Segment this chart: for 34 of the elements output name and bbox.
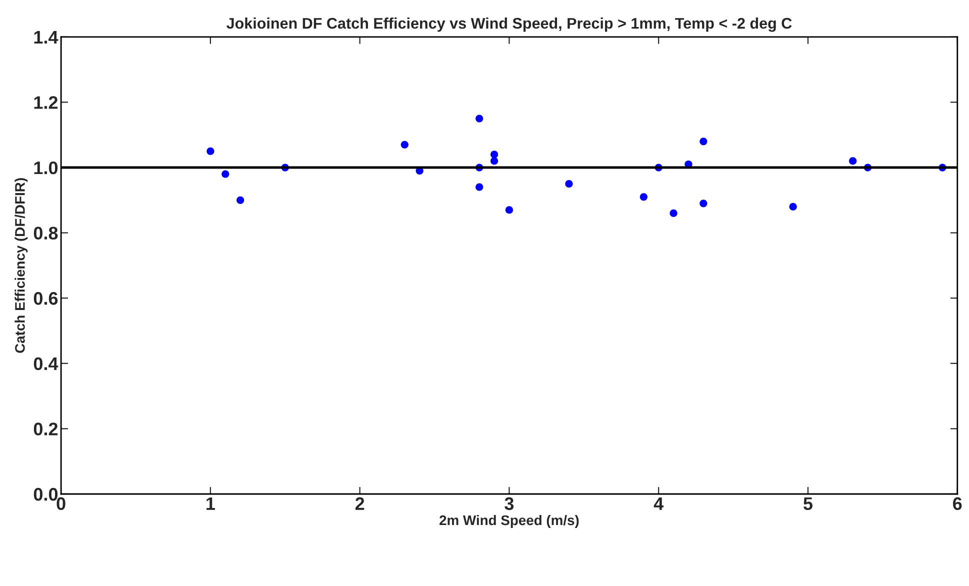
x-tick-label: 6 bbox=[953, 497, 962, 510]
x-axis-title: 2m Wind Speed (m/s) bbox=[440, 514, 579, 528]
point bbox=[849, 157, 857, 165]
point bbox=[490, 150, 498, 158]
y-tick-label: 0.0 bbox=[34, 488, 58, 501]
point bbox=[670, 209, 678, 218]
point bbox=[206, 147, 214, 155]
point bbox=[222, 170, 230, 178]
x-tick-label: 2 bbox=[355, 497, 364, 510]
x-tick-label: 4 bbox=[654, 497, 664, 510]
point bbox=[505, 206, 514, 214]
point bbox=[236, 196, 244, 204]
point bbox=[565, 180, 573, 188]
chart-title: Jokioinen DF Catch Efficiency vs Wind Speed, Precip > 1mm, Temp < -2 deg C bbox=[226, 18, 792, 32]
point bbox=[789, 202, 797, 210]
x-tick-label: 5 bbox=[804, 497, 813, 510]
point bbox=[400, 140, 408, 148]
x-tick-label: 1 bbox=[206, 497, 215, 510]
point bbox=[490, 157, 498, 165]
y-axis-title: Catch Efficiency (DF/DFIR) bbox=[14, 178, 28, 353]
y-tick-label: 1.0 bbox=[34, 161, 58, 174]
y-tick-label: 1.4 bbox=[34, 31, 58, 44]
point bbox=[700, 200, 708, 208]
point bbox=[700, 138, 708, 146]
y-tick-label: 0.2 bbox=[34, 422, 58, 436]
point bbox=[640, 193, 648, 201]
y-tick-label: 0.6 bbox=[34, 292, 58, 305]
y-tick-label: 0.4 bbox=[34, 357, 58, 370]
y-tick-label: 0.8 bbox=[34, 226, 58, 240]
y-tick-label: 1.2 bbox=[34, 96, 58, 109]
point bbox=[476, 114, 484, 122]
point bbox=[476, 183, 484, 191]
x-tick-label: 3 bbox=[504, 497, 514, 510]
x-tick-label: 0 bbox=[56, 497, 66, 510]
